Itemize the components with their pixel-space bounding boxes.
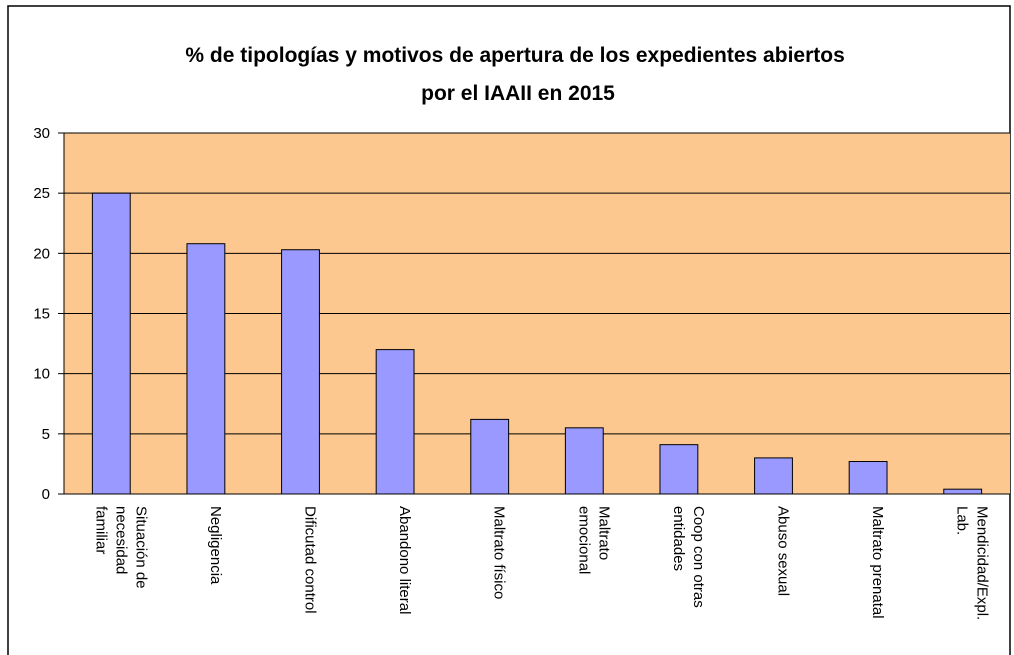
bar [564, 427, 604, 495]
bar [754, 457, 793, 495]
y-tick-label: 30 [33, 125, 50, 142]
y-tick-label: 25 [33, 185, 50, 202]
bar [91, 192, 131, 495]
bar [375, 349, 415, 495]
bar [186, 243, 226, 495]
y-tick-label: 5 [42, 426, 50, 443]
y-tick-label: 0 [42, 486, 50, 503]
x-tick-label: Coop con otras entidades [670, 506, 707, 612]
x-tick-label: Maltrato emocional [575, 506, 612, 574]
y-tick-label: 20 [33, 245, 50, 262]
bar [281, 249, 320, 495]
bar [659, 444, 699, 495]
bar [848, 461, 888, 495]
x-tick-label: Dificutad control [302, 506, 319, 614]
x-tick-label: Mendicidad/Expl. Lab. [954, 506, 991, 624]
y-tick-label: 15 [33, 306, 50, 323]
y-tick-label: 10 [33, 366, 50, 383]
x-tick-label: Abandono literal [396, 506, 413, 614]
x-tick-label: Situación de necesidad familiar [92, 506, 149, 593]
chart-title: % de tipologías y motivos de apertura de… [185, 44, 850, 105]
bar [470, 418, 510, 495]
bar [943, 488, 983, 495]
x-tick-label: Maltrato prenatal [869, 506, 886, 619]
x-tick-label: Negligencia [207, 506, 224, 585]
x-tick-label: Abuso sexual [775, 506, 792, 596]
x-tick-label: Maltrato físico [491, 506, 508, 599]
